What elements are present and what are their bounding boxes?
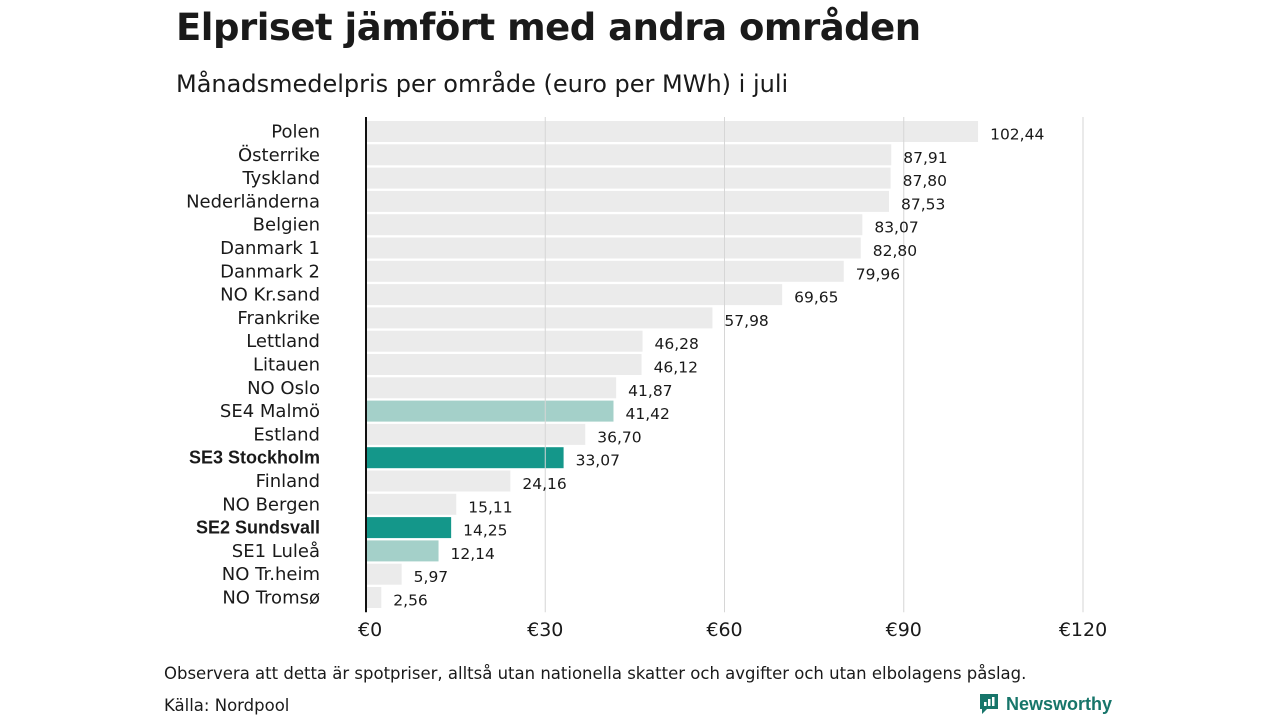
bar xyxy=(366,400,614,422)
x-tick-label: €0 xyxy=(358,619,382,641)
x-tick-label: €90 xyxy=(886,619,922,641)
data-label: 5,97 xyxy=(414,568,449,586)
category-label: Lettland xyxy=(246,331,320,352)
bar xyxy=(366,470,511,492)
category-label: Belgien xyxy=(253,215,320,236)
data-label: 33,07 xyxy=(576,452,620,470)
category-label: NO Kr.sand xyxy=(220,285,320,306)
bar xyxy=(366,237,861,259)
bar xyxy=(366,587,382,608)
bar xyxy=(366,121,979,142)
data-label: 102,44 xyxy=(990,126,1044,144)
bar xyxy=(366,330,643,352)
category-label: SE1 Luleå xyxy=(232,541,320,562)
category-label: Nederländerna xyxy=(186,191,320,212)
source-note: Källa: Nordpool xyxy=(164,696,290,715)
x-tick-label: €120 xyxy=(1059,619,1107,641)
category-label: Danmark 1 xyxy=(220,238,320,259)
category-label: SE3 Stockholm xyxy=(189,448,320,468)
category-label: Estland xyxy=(253,424,320,445)
category-label: SE2 Sundsvall xyxy=(196,518,320,538)
bar xyxy=(366,190,889,212)
data-label: 14,25 xyxy=(463,522,507,540)
data-label: 46,12 xyxy=(654,359,698,377)
bar xyxy=(366,517,452,539)
category-label: Frankrike xyxy=(237,308,320,329)
bar xyxy=(366,377,617,399)
bar xyxy=(366,284,783,306)
category-label: NO Oslo xyxy=(247,378,320,399)
footnote: Observera att detta är spotpriser, allts… xyxy=(164,664,1027,683)
x-tick-label: €30 xyxy=(527,619,563,641)
bar xyxy=(366,354,642,375)
bar xyxy=(366,493,457,515)
bar xyxy=(366,260,844,282)
category-label: Danmark 2 xyxy=(220,261,320,282)
newsworthy-logo-icon xyxy=(980,694,998,714)
bar xyxy=(366,167,891,189)
category-label: Tyskland xyxy=(241,168,320,189)
bar xyxy=(366,447,564,469)
data-label: 57,98 xyxy=(724,312,768,330)
chart-subtitle: Månadsmedelpris per område (euro per MWh… xyxy=(176,70,789,98)
category-label: NO Tromsø xyxy=(222,588,320,609)
bar xyxy=(366,144,892,166)
bar xyxy=(366,540,439,562)
category-label: Litauen xyxy=(253,355,320,376)
chart-title: Elpriset jämfört med andra områden xyxy=(176,6,921,49)
data-label: 69,65 xyxy=(794,289,838,307)
data-label: 87,53 xyxy=(901,195,945,213)
data-label: 79,96 xyxy=(856,265,900,283)
data-label: 82,80 xyxy=(873,242,917,260)
data-label: 41,87 xyxy=(628,382,672,400)
category-label: NO Bergen xyxy=(222,494,320,515)
category-label: Österrike xyxy=(238,144,320,166)
bar xyxy=(366,214,863,236)
bar xyxy=(366,423,586,445)
data-label: 41,42 xyxy=(625,405,669,423)
bar xyxy=(366,563,402,585)
data-label: 87,91 xyxy=(903,149,947,167)
data-label: 15,11 xyxy=(468,498,512,516)
bar xyxy=(366,307,713,329)
category-label: Polen xyxy=(271,122,320,143)
data-label: 12,14 xyxy=(451,545,495,563)
category-label: Finland xyxy=(256,471,320,492)
category-label: SE4 Malmö xyxy=(220,401,320,422)
brand-logo: Newsworthy xyxy=(978,692,1112,716)
data-label: 83,07 xyxy=(874,219,918,237)
brand-name: Newsworthy xyxy=(1006,693,1113,714)
data-label: 36,70 xyxy=(597,428,641,446)
category-label: NO Tr.heim xyxy=(222,564,320,585)
data-label: 24,16 xyxy=(522,475,566,493)
x-tick-label: €60 xyxy=(706,619,742,641)
data-label: 2,56 xyxy=(393,592,428,610)
data-label: 87,80 xyxy=(903,172,947,190)
data-label: 46,28 xyxy=(655,335,699,353)
